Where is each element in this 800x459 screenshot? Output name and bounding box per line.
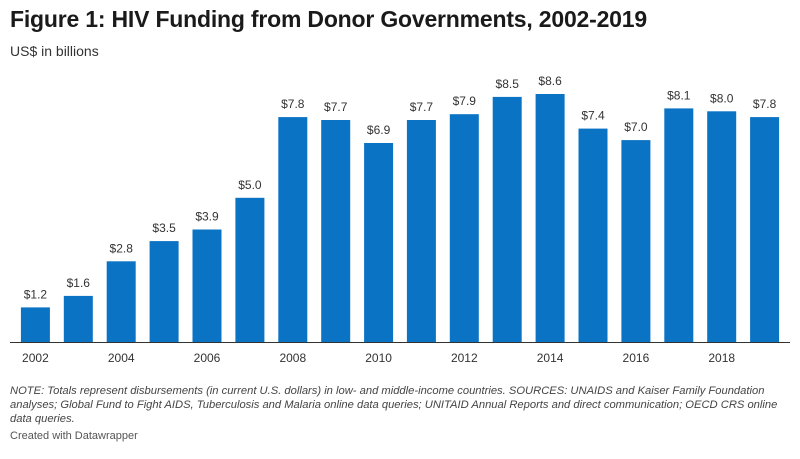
chart-notes: NOTE: Totals represent disbursements (in…	[10, 385, 778, 425]
chart-title: Figure 1: HIV Funding from Donor Governm…	[10, 6, 647, 32]
x-tick-label-2010: 2010	[365, 351, 392, 365]
data-label-2019: $7.8	[753, 97, 777, 111]
bar-2019	[750, 117, 780, 342]
data-label-2002: $1.2	[24, 287, 48, 301]
data-label-2005: $3.5	[152, 221, 176, 235]
x-tick-label-2004: 2004	[108, 351, 135, 365]
bar-2002	[20, 307, 50, 342]
x-tick-label-2012: 2012	[451, 351, 478, 365]
data-label-2003: $1.6	[67, 276, 91, 290]
x-tick-label-2016: 2016	[623, 351, 650, 365]
data-label-2009: $7.7	[324, 100, 348, 114]
bar-2017	[664, 108, 694, 343]
data-label-2004: $2.8	[110, 241, 134, 255]
x-tick-label-2002: 2002	[22, 351, 49, 365]
data-label-2008: $7.8	[281, 97, 305, 111]
bar-2018	[707, 111, 737, 342]
bar-chart: $1.2 $1.6 $2.8 $3.5 $3.9 $5.0 $7.8 $7.7 $6.9 $7.7…	[10, 74, 790, 365]
bar-2008	[278, 117, 308, 342]
data-label-2017: $8.1	[667, 88, 691, 102]
data-label-2016: $7.0	[624, 120, 648, 134]
data-label-2014: $8.6	[538, 74, 562, 88]
bar-2015	[578, 128, 608, 342]
data-label-2013: $8.5	[496, 77, 520, 91]
bar-2005	[149, 241, 179, 342]
bar-2006	[192, 229, 222, 342]
data-label-2011: $7.7	[410, 100, 434, 114]
data-label-2015: $7.4	[581, 109, 605, 123]
bar-2007	[235, 197, 265, 342]
data-label-2012: $7.9	[453, 94, 477, 108]
bar-2013	[492, 96, 522, 343]
bar-2014	[535, 94, 565, 342]
datawrapper-credit: Created with Datawrapper	[10, 430, 138, 442]
x-tick-label-2014: 2014	[537, 351, 564, 365]
bar-2004	[106, 261, 136, 342]
bar-2009	[321, 120, 351, 342]
data-label-2010: $6.9	[367, 123, 391, 137]
x-tick-label-2008: 2008	[279, 351, 306, 365]
data-label-2006: $3.9	[195, 210, 219, 224]
bar-2012	[449, 114, 479, 342]
x-tick-label-2006: 2006	[194, 351, 221, 365]
chart-subtitle: US$ in billions	[10, 43, 99, 59]
bar-2010	[364, 143, 394, 342]
bar-2011	[406, 120, 436, 342]
x-tick-label-2018: 2018	[708, 351, 735, 365]
bar-2016	[621, 140, 651, 342]
data-label-2018: $8.0	[710, 91, 734, 105]
data-label-2007: $5.0	[238, 178, 262, 192]
bar-2003	[63, 295, 93, 342]
